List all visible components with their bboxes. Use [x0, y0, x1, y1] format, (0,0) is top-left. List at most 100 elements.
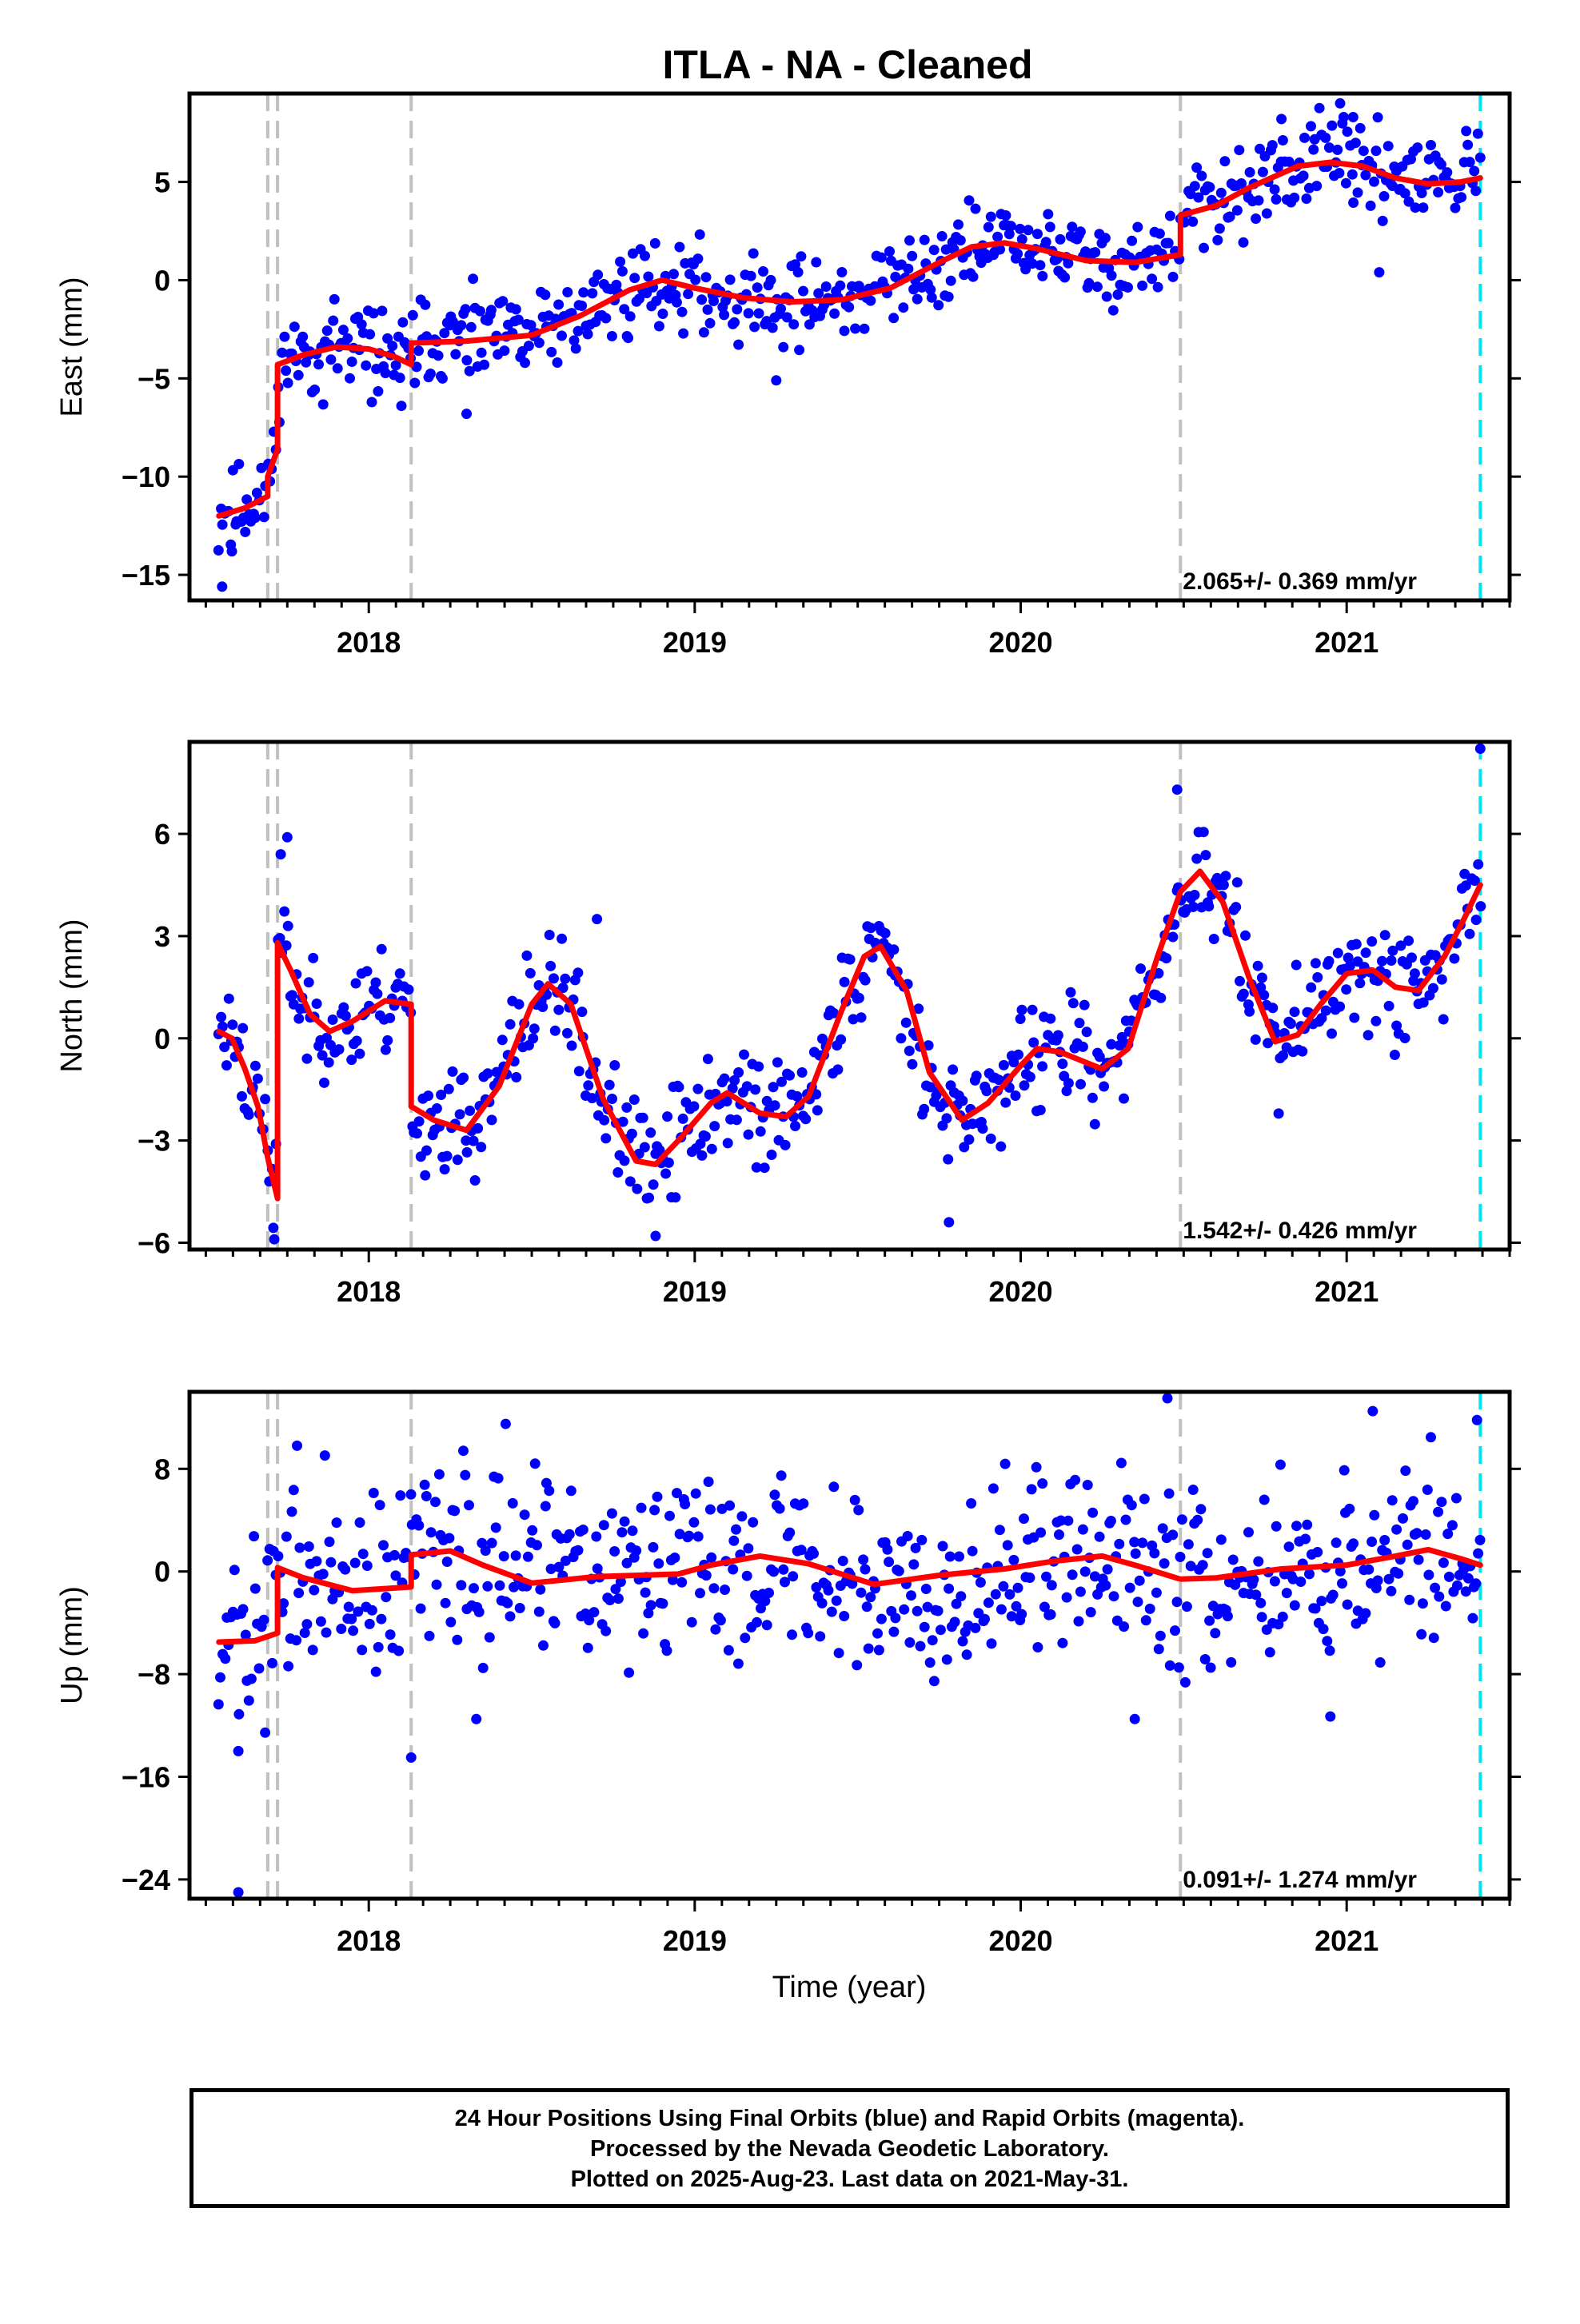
up-data-point [413, 1520, 425, 1531]
up-data-point [803, 1628, 814, 1639]
east-data-point [325, 354, 337, 365]
up-data-point [688, 1517, 700, 1528]
east-data-point [1461, 126, 1472, 137]
up-data-point [1071, 1544, 1083, 1555]
east-data-point [904, 235, 915, 246]
up-data-point [728, 1535, 740, 1546]
up-data-point [967, 1545, 978, 1557]
up-data-point [816, 1597, 828, 1608]
north-data-point [731, 1114, 742, 1126]
east-data-point [615, 256, 626, 267]
up-data-point [1210, 1628, 1221, 1639]
north-data-point [1259, 990, 1270, 1001]
east-data-point [213, 544, 224, 556]
east-data-point [623, 333, 634, 344]
up-data-point [1416, 1628, 1427, 1640]
east-data-point [945, 275, 956, 286]
footer-line-1: 24 Hour Positions Using Final Orbits (bl… [454, 2106, 1245, 2131]
east-data-point [1416, 188, 1427, 198]
up-data-point [253, 1663, 265, 1674]
up-data-point [1393, 1568, 1404, 1579]
up-data-point [998, 1581, 1009, 1592]
east-data-point [781, 312, 792, 323]
east-data-point [1101, 291, 1112, 302]
up-data-point [1164, 1660, 1175, 1671]
east-frame [187, 91, 1512, 603]
east-data-point [1410, 202, 1421, 213]
east-data-point [835, 280, 846, 291]
up-data-point [951, 1598, 962, 1609]
north-data-point [1208, 934, 1219, 944]
up-data-point [884, 1557, 895, 1568]
up-data-point [621, 1557, 632, 1569]
up-data-point [549, 1617, 561, 1628]
east-data-point [382, 333, 393, 344]
up-data-point [1462, 1573, 1474, 1584]
up-data-point [233, 1887, 244, 1898]
up-data-point [366, 1604, 377, 1616]
east-data-point [698, 327, 709, 338]
up-data-point [1004, 1589, 1015, 1600]
up-data-point [532, 1540, 542, 1551]
up-data-point [863, 1643, 874, 1654]
north-data-point [412, 1128, 422, 1139]
north-data-point [721, 1096, 732, 1107]
up-data-point [545, 1564, 557, 1574]
east-data-point [865, 295, 876, 306]
up-data-point [1155, 1630, 1166, 1641]
north-data-point [907, 1058, 918, 1070]
up-data-point [1259, 1494, 1270, 1505]
up-data-point [215, 1672, 225, 1683]
up-data-point [1474, 1534, 1486, 1545]
north-data-point [761, 1095, 772, 1106]
up-data-point [1055, 1515, 1067, 1526]
east-data-point [1214, 223, 1225, 234]
north-data-point [706, 1143, 717, 1154]
north-data-point [431, 1103, 442, 1114]
up-data-point [1256, 1612, 1267, 1623]
north-data-point [1089, 1118, 1100, 1130]
east-data-point [690, 274, 701, 285]
east-data-point [1147, 273, 1158, 285]
north-data-point [796, 1067, 808, 1078]
north-data-point [1335, 1001, 1346, 1012]
east-data-point [465, 321, 477, 333]
north-data-point [1363, 1030, 1374, 1041]
north-data-point [759, 1162, 770, 1174]
north-data-point [612, 1167, 624, 1178]
north-data-point [755, 1126, 766, 1137]
east-data-point [903, 263, 914, 274]
north-data-point [981, 1086, 992, 1097]
north-data-point [751, 1162, 762, 1173]
up-data-point [589, 1607, 600, 1618]
north-data-point [1473, 859, 1484, 870]
north-data-point [252, 1073, 263, 1084]
up-data-point [1008, 1554, 1019, 1565]
east-data-point [907, 250, 918, 261]
north-data-point [1045, 1013, 1056, 1024]
east-data-point [925, 284, 936, 295]
north-data-point [354, 1048, 365, 1059]
up-data-point [1173, 1662, 1184, 1673]
up-data-point [1011, 1600, 1022, 1612]
up-data-point [1061, 1592, 1072, 1603]
east-data-point [1412, 142, 1423, 153]
north-data-point [237, 1022, 249, 1034]
up-data-point [519, 1509, 530, 1521]
up-data-point [480, 1545, 491, 1557]
up-data-point [529, 1458, 541, 1469]
up-data-point [1026, 1484, 1037, 1495]
north-data-point [303, 977, 314, 988]
north-data-point [1278, 1050, 1289, 1061]
east-data-point [912, 293, 923, 305]
east-data-point [1191, 162, 1203, 173]
up-data-point [260, 1727, 271, 1738]
up-data-point [690, 1488, 701, 1499]
north-data-point [1263, 1038, 1274, 1049]
north-data-point [219, 1042, 230, 1053]
up-data-point [213, 1699, 224, 1710]
up-data-point [645, 1600, 656, 1611]
east-data-point [592, 269, 604, 281]
north-data-point [1316, 1013, 1327, 1024]
